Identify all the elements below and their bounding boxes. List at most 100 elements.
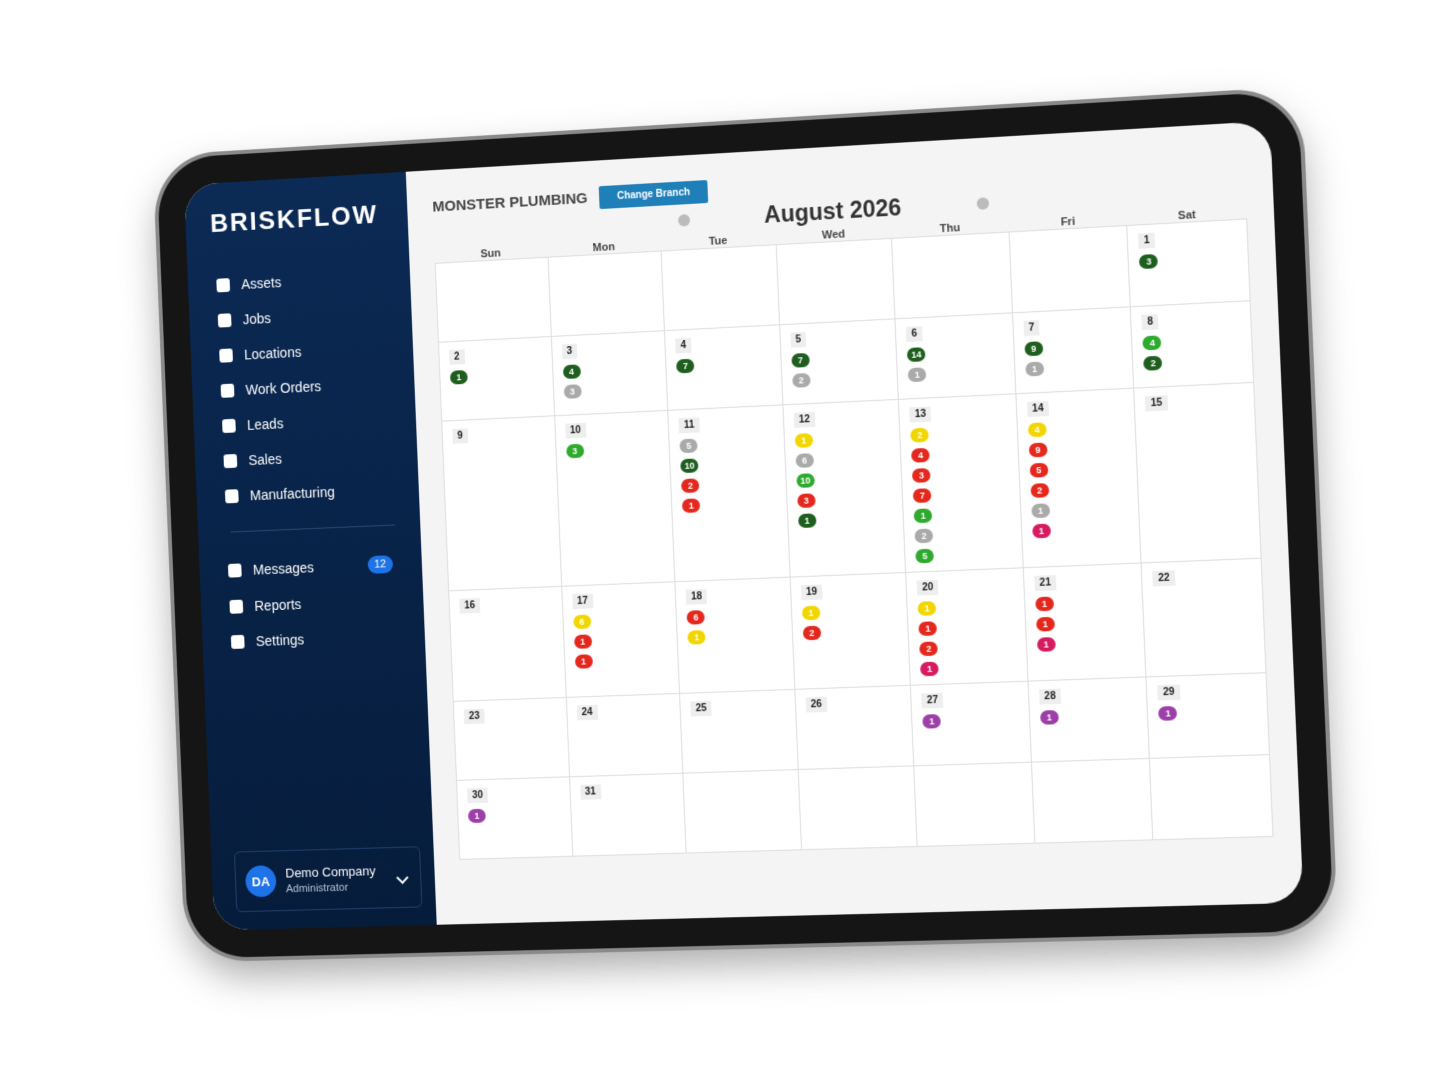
event-badge[interactable]: 2: [791, 372, 811, 388]
event-badge[interactable]: 1: [922, 714, 942, 729]
nav-label: Messages: [252, 559, 315, 578]
event-badge[interactable]: 1: [687, 630, 706, 645]
event-badge[interactable]: 3: [912, 467, 931, 483]
day-cell: 21 1 1 1: [1023, 563, 1147, 682]
day-cell: 20 1 1 2 1: [906, 568, 1029, 686]
day-number: 28: [1038, 688, 1062, 705]
event-badge[interactable]: 3: [796, 493, 816, 509]
day-cell: 22: [1142, 558, 1267, 678]
day-number: 3: [561, 343, 578, 360]
event-badge[interactable]: 7: [676, 358, 695, 374]
nav-icon: [222, 418, 236, 434]
event-badge[interactable]: 1: [1039, 710, 1059, 725]
event-badge[interactable]: 1: [449, 369, 468, 385]
day-cell: [914, 762, 1036, 847]
event-badge[interactable]: 10: [680, 458, 699, 474]
day-number: 5: [790, 331, 807, 348]
day-cell: 15: [1134, 382, 1262, 564]
event-badge[interactable]: 6: [686, 610, 706, 625]
nav-badge: 12: [367, 555, 394, 574]
event-badge[interactable]: 1: [1031, 523, 1051, 539]
event-badge[interactable]: 2: [681, 478, 700, 494]
event-badge[interactable]: 1: [1031, 503, 1051, 519]
event-badge[interactable]: 14: [907, 347, 926, 363]
day-cell: [661, 245, 780, 332]
event-badge[interactable]: 1: [573, 634, 592, 649]
next-month[interactable]: [976, 197, 990, 210]
event-badge[interactable]: 3: [563, 384, 582, 399]
event-badge[interactable]: 1: [794, 433, 813, 448]
event-badge[interactable]: 1: [1035, 596, 1055, 612]
tablet-frame: BRISKFLOW Assets Jobs Locations Work Orders…: [156, 90, 1334, 959]
day-cell: 6 14 1: [895, 313, 1017, 400]
event-badge[interactable]: 7: [912, 488, 932, 504]
day-cell: [435, 257, 552, 343]
event-badge[interactable]: 1: [801, 605, 821, 621]
event-badge[interactable]: 9: [1024, 341, 1044, 357]
event-badge[interactable]: 3: [565, 443, 584, 459]
day-number: 10: [564, 422, 587, 439]
nav-label: Reports: [254, 596, 302, 614]
event-badge[interactable]: 1: [1035, 616, 1055, 632]
sidebar: BRISKFLOW Assets Jobs Locations Work Orders…: [183, 171, 437, 931]
event-badge[interactable]: 1: [913, 508, 933, 524]
event-badge[interactable]: 5: [915, 548, 935, 564]
day-number: 21: [1034, 575, 1057, 592]
nav-label: Jobs: [242, 310, 272, 328]
event-badge[interactable]: 6: [572, 614, 591, 630]
event-badge[interactable]: 1: [1158, 705, 1178, 721]
event-badge[interactable]: 1: [574, 654, 593, 669]
day-number: 16: [459, 598, 481, 614]
day-number: 2: [448, 349, 465, 365]
day-cell: [798, 766, 918, 851]
event-badge[interactable]: 2: [914, 528, 934, 544]
day-number: 23: [463, 708, 485, 725]
event-badge[interactable]: 10: [796, 473, 815, 489]
nav-icon: [223, 453, 238, 469]
event-badge[interactable]: 4: [1142, 335, 1162, 351]
event-badge[interactable]: 1: [907, 367, 927, 383]
day-number: 12: [793, 411, 816, 428]
day-cell: 13 2 4 3 7 1 2 5: [899, 394, 1024, 573]
event-badge[interactable]: 2: [802, 625, 822, 641]
event-badge[interactable]: 7: [791, 352, 810, 368]
event-badge[interactable]: 3: [1139, 253, 1159, 270]
nav-label: Leads: [246, 415, 284, 433]
chevron: [396, 871, 409, 884]
day-number: 31: [579, 784, 602, 800]
change-branch-button[interactable]: Change Branch: [598, 179, 709, 210]
event-badge[interactable]: 6: [795, 453, 814, 468]
nav-label: Sales: [248, 450, 283, 469]
day-number: 6: [906, 326, 923, 342]
event-badge[interactable]: 1: [918, 621, 938, 637]
nav-label: Manufacturing: [249, 483, 336, 504]
event-badge[interactable]: 2: [919, 641, 939, 657]
event-badge[interactable]: 2: [1030, 483, 1050, 498]
event-badge[interactable]: 4: [562, 364, 581, 380]
nav-item[interactable]: Settings: [202, 617, 426, 661]
event-badge[interactable]: 2: [1143, 355, 1163, 371]
event-badge[interactable]: 1: [917, 601, 937, 616]
event-badge[interactable]: 1: [920, 661, 940, 677]
logo: BRISKFLOW: [209, 199, 379, 239]
user-card[interactable]: DA Demo Company Administrator: [233, 846, 423, 913]
day-number: 8: [1141, 314, 1159, 331]
event-badge[interactable]: 1: [467, 808, 486, 824]
event-badge[interactable]: 9: [1028, 442, 1048, 458]
event-badge[interactable]: 5: [1029, 462, 1049, 478]
prev-month[interactable]: [677, 213, 691, 227]
event-badge[interactable]: 1: [797, 513, 817, 529]
day-cell: 24: [566, 693, 684, 778]
nav-icon: [224, 489, 239, 504]
event-badge[interactable]: 4: [1027, 422, 1047, 438]
month-title: August 2026: [763, 194, 902, 228]
event-badge[interactable]: 1: [1025, 361, 1045, 377]
event-badge[interactable]: 4: [911, 447, 931, 463]
nav-icon: [227, 563, 242, 578]
event-badge[interactable]: 2: [910, 427, 930, 443]
nav-icon: [229, 599, 244, 614]
event-badge[interactable]: 1: [681, 498, 701, 514]
branch-name: MONSTER PLUMBING: [432, 189, 588, 216]
event-badge[interactable]: 5: [679, 438, 698, 454]
event-badge[interactable]: 1: [1036, 637, 1056, 652]
